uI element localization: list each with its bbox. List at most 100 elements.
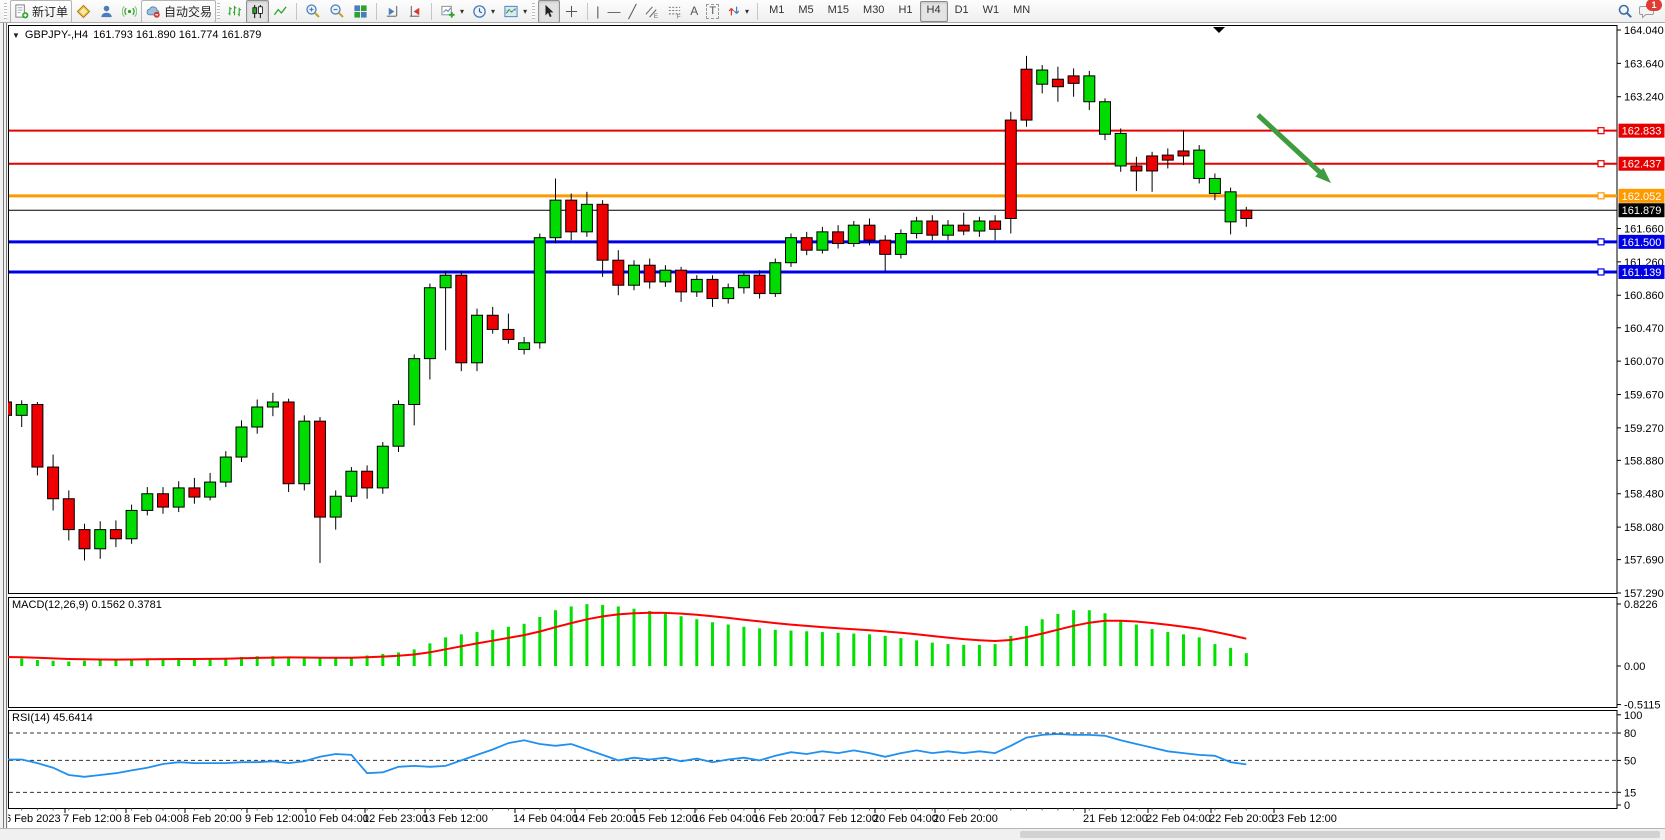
- chart-candles-button[interactable]: [246, 0, 270, 23]
- macd-axis[interactable]: 0.8226 0.00 -0.5115: [1617, 599, 1661, 712]
- horizontal-scrollbar[interactable]: [0, 828, 1665, 840]
- timeframe-m5[interactable]: M5: [798, 3, 814, 16]
- svg-text:161.500: 161.500: [1622, 237, 1662, 249]
- price-line-162.833[interactable]: [9, 127, 1617, 135]
- notifications-button[interactable]: 1: [1639, 0, 1662, 19]
- fibonacci-tool-button[interactable]: F: [663, 0, 686, 23]
- candle: [15, 400, 28, 428]
- price-tick-label: 163.240: [1624, 92, 1664, 104]
- price-tick-label: 159.270: [1624, 423, 1664, 435]
- chart-bars-button[interactable]: [223, 0, 246, 23]
- timeframe-m30[interactable]: M30: [863, 3, 885, 16]
- arrows-tool-button[interactable]: ▾: [723, 0, 753, 23]
- macd-histogram-bar: [1134, 624, 1138, 666]
- candle: [141, 487, 154, 516]
- candle: [549, 178, 562, 244]
- candle: [533, 233, 546, 349]
- trendline-tool-button[interactable]: ╱: [624, 0, 640, 23]
- timeframe-mn[interactable]: MN: [1013, 3, 1031, 16]
- scrollbar-thumb[interactable]: [1020, 831, 1660, 838]
- text-tool-button[interactable]: A: [686, 0, 702, 23]
- price-line-162.052[interactable]: [9, 192, 1617, 200]
- time-tick-label: 10 Feb 04:00: [304, 813, 369, 825]
- candle: [675, 266, 688, 302]
- price-line-161.139[interactable]: [9, 268, 1617, 276]
- left-gutter: [0, 23, 8, 840]
- candle: [518, 336, 531, 355]
- line-handle[interactable]: [1597, 238, 1605, 246]
- candle: [847, 221, 860, 247]
- trend-arrow-annotation[interactable]: [1256, 113, 1331, 183]
- add-indicator-button[interactable]: ▾: [436, 0, 468, 23]
- time-axis[interactable]: 6 Feb 2023 7 Feb 12:00 8 Feb 04:00 8 Feb 20…: [5, 808, 1337, 826]
- macd-histogram-bar: [20, 658, 24, 666]
- timeframe-m15[interactable]: M15: [827, 3, 850, 16]
- timeframe-m1[interactable]: M1: [769, 3, 785, 16]
- time-tick-label: 9 Feb 12:00: [245, 813, 304, 825]
- chart-shift-button[interactable]: [404, 0, 427, 23]
- rsi-axis[interactable]: 100 80 50 150: [1617, 710, 1642, 812]
- price-line-161.500[interactable]: [9, 238, 1617, 246]
- time-tick-label: 16 Feb 20:00: [753, 813, 818, 825]
- signals-button[interactable]: [118, 0, 141, 23]
- chart-shift-marker[interactable]: [1213, 27, 1225, 33]
- chart-line-button[interactable]: [269, 0, 292, 23]
- price-lines[interactable]: [9, 127, 1617, 276]
- toolbar-separator: [587, 2, 589, 20]
- price-tick-label: 160.860: [1624, 290, 1664, 302]
- macd-histogram-bar: [679, 616, 683, 666]
- tile-windows-button[interactable]: [349, 0, 372, 23]
- macd-histogram-bar: [1213, 644, 1217, 666]
- candle: [235, 420, 248, 463]
- main-panel: [8, 25, 1618, 594]
- timeframe-w1[interactable]: W1: [982, 3, 1000, 16]
- candle: [376, 442, 389, 494]
- price-axis[interactable]: 164.040163.640163.240161.660161.260160.8…: [1617, 25, 1664, 600]
- svg-text:162.052: 162.052: [1622, 191, 1662, 203]
- new-order-button[interactable]: 新订单: [10, 0, 73, 23]
- timeframe-d1[interactable]: D1: [954, 3, 969, 16]
- horizontal-line-tool-button[interactable]: —: [603, 0, 624, 23]
- cursor-tool-button[interactable]: [538, 0, 561, 23]
- price-line-162.437[interactable]: [9, 160, 1617, 168]
- candle: [109, 520, 122, 548]
- cursor-icon: [545, 4, 554, 18]
- crosshair-tool-button[interactable]: [560, 0, 583, 23]
- timeframe-h4[interactable]: H4: [919, 0, 948, 22]
- candle: [989, 215, 1002, 241]
- vertical-line-icon: |: [596, 3, 600, 19]
- market-watch-button[interactable]: [95, 0, 118, 23]
- candle: [1051, 66, 1064, 102]
- candle: [251, 399, 264, 434]
- autotrading-button[interactable]: 自动交易: [141, 0, 217, 23]
- macd-histogram-bar: [711, 622, 714, 666]
- candle: [957, 212, 970, 236]
- toolbar-separator: [376, 2, 378, 20]
- templates-button[interactable]: ▾: [499, 0, 531, 23]
- line-handle[interactable]: [1597, 160, 1605, 168]
- macd-histogram-bar: [1166, 632, 1170, 666]
- price-badge-162.052: 162.052: [1618, 188, 1665, 203]
- zoom-out-button[interactable]: [325, 0, 349, 23]
- periods-button[interactable]: ▾: [468, 0, 499, 23]
- auto-scroll-button[interactable]: [381, 0, 404, 23]
- candle: [1240, 206, 1253, 227]
- candle: [1177, 130, 1190, 166]
- line-handle[interactable]: [1597, 192, 1605, 200]
- symbol-dropdown-icon[interactable]: ▼: [12, 30, 20, 40]
- line-handle[interactable]: [1597, 127, 1605, 135]
- label-tool-button[interactable]: T: [702, 0, 723, 23]
- search-button[interactable]: [1617, 3, 1633, 19]
- toolbar-grip: [532, 3, 536, 19]
- channel-tool-button[interactable]: E: [640, 0, 663, 23]
- chart-ohlc-readout: 161.793 161.890 161.774 161.879: [93, 29, 262, 41]
- macd-histogram-bar: [773, 629, 777, 666]
- macd-histogram-bar: [444, 637, 448, 666]
- vertical-line-tool-button[interactable]: |: [592, 0, 603, 23]
- line-handle[interactable]: [1597, 268, 1605, 276]
- profile-button[interactable]: [72, 0, 95, 23]
- macd-signal-line: [5, 611, 1247, 661]
- timeframe-h1[interactable]: H1: [898, 3, 913, 16]
- zoom-in-button[interactable]: [301, 0, 325, 23]
